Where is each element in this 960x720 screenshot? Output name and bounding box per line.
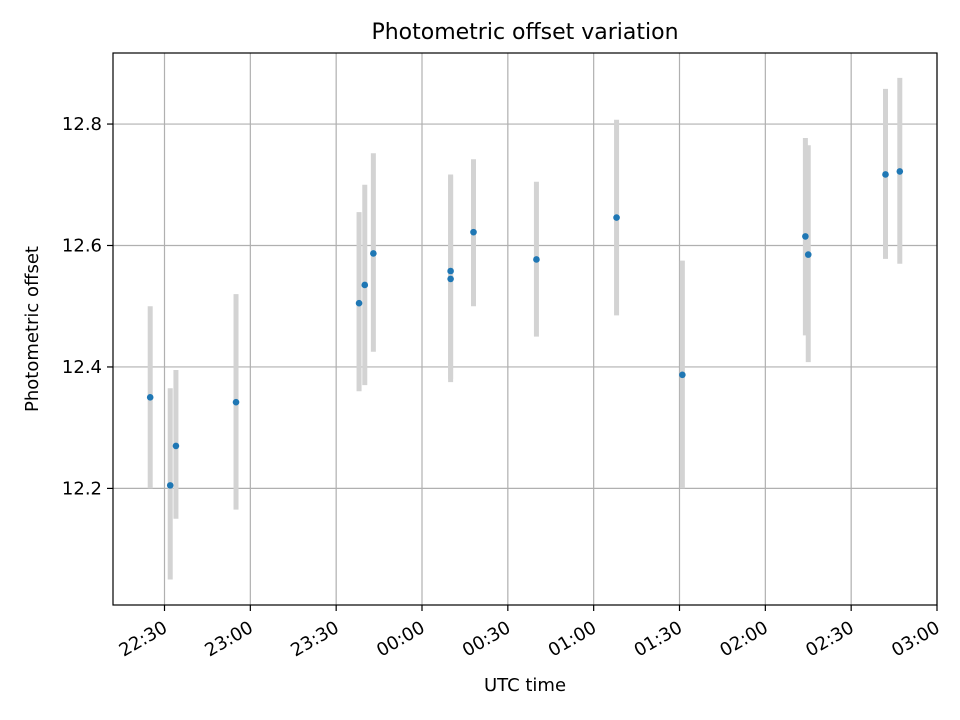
x-axis-label: UTC time: [484, 675, 566, 696]
y-axis-label: Photometric offset: [22, 246, 43, 412]
data-point: [679, 371, 686, 379]
y-axis-ticks: 12.2 12.4 12.6 12.8: [62, 114, 113, 499]
plot-frame: [112, 52, 938, 606]
data-point: [533, 256, 540, 263]
data-point: [613, 214, 620, 221]
data-point: [470, 228, 477, 236]
chart-title: Photometric offset variation: [371, 20, 678, 45]
data-point: [804, 251, 812, 258]
data-point: [896, 168, 904, 175]
y-tick-label: 12.2: [62, 478, 102, 499]
data-point: [355, 299, 363, 307]
data-point: [447, 267, 454, 275]
data-point: [882, 171, 889, 178]
data-point: [146, 394, 154, 401]
grid: [113, 53, 938, 605]
data-point: [802, 233, 809, 240]
data-point: [172, 442, 180, 450]
data-point: [370, 250, 377, 257]
y-tick-label: 12.6: [62, 236, 102, 257]
data-point: [166, 482, 174, 489]
data-point: [232, 398, 240, 406]
y-tick-label: 12.8: [62, 114, 102, 135]
data-point: [361, 281, 369, 289]
data-point: [447, 275, 454, 283]
y-tick-label: 12.4: [62, 357, 102, 378]
data-points: [146, 168, 904, 489]
